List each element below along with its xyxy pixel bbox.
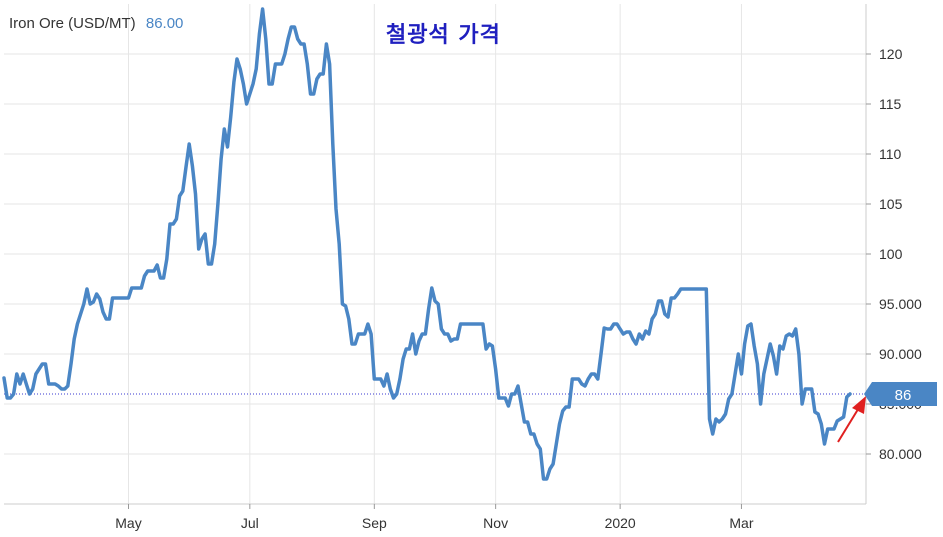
price-tick-label: 115 bbox=[879, 96, 902, 112]
price-tick-label: 95.000 bbox=[879, 296, 922, 312]
current-price-badge-box bbox=[872, 382, 937, 406]
price-tick-label: 110 bbox=[879, 146, 902, 162]
red-arrow-annotation bbox=[837, 396, 866, 443]
price-tick-label: 90.000 bbox=[879, 346, 922, 362]
current-price-badge-pointer bbox=[864, 382, 872, 406]
grid-lines bbox=[4, 4, 866, 504]
iron-ore-price-line bbox=[2, 7, 852, 481]
red-arrow-shaft bbox=[837, 405, 861, 443]
time-axis-ticks: May Jul Sep Nov 2020 Mar bbox=[115, 504, 754, 531]
price-tick-label: 100 bbox=[879, 246, 903, 262]
price-tick-label: 120 bbox=[879, 46, 903, 62]
current-price-label: 86 bbox=[895, 387, 912, 404]
time-tick-label: Nov bbox=[483, 515, 508, 531]
current-price-badge: 86 bbox=[864, 382, 937, 406]
instrument-price: 86.00 bbox=[145, 15, 184, 32]
time-tick-label: 2020 bbox=[605, 515, 636, 531]
instrument-header: Iron Ore (USD/MT) 86.00 bbox=[9, 15, 183, 32]
price-tick-label: 80.000 bbox=[879, 446, 922, 462]
annotation-title: 철광석 가격 bbox=[386, 23, 501, 48]
instrument-label: Iron Ore (USD/MT) bbox=[9, 15, 136, 32]
red-arrow-head bbox=[852, 396, 866, 414]
time-tick-label: May bbox=[115, 515, 141, 531]
time-tick-label: Jul bbox=[241, 515, 259, 531]
time-tick-label: Mar bbox=[729, 515, 753, 531]
time-tick-label: Sep bbox=[362, 515, 387, 531]
price-tick-label: 105 bbox=[879, 196, 903, 212]
